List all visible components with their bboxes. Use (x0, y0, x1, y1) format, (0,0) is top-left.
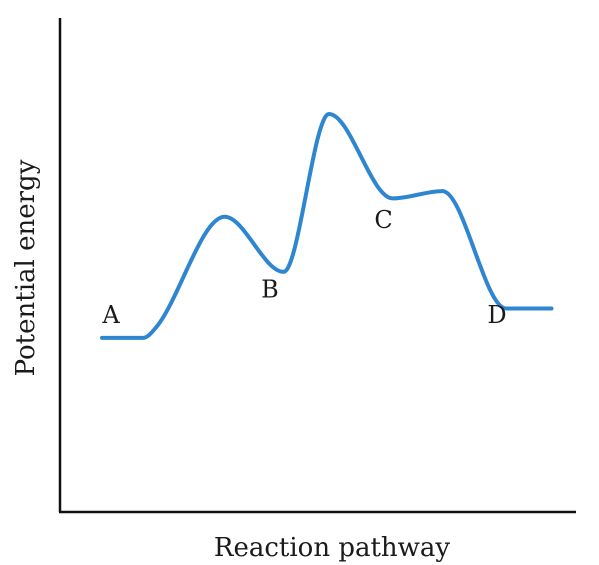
point-label-a: A (101, 301, 120, 329)
point-label-b: B (261, 276, 279, 304)
point-label-d: D (487, 301, 506, 329)
energy-curve (100, 112, 554, 340)
y-axis-label: Potential energy (11, 159, 41, 376)
point-labels: A B C D (101, 206, 506, 329)
x-axis-label: Reaction pathway (214, 533, 451, 563)
axes (58, 18, 576, 514)
point-label-c: C (374, 206, 392, 234)
